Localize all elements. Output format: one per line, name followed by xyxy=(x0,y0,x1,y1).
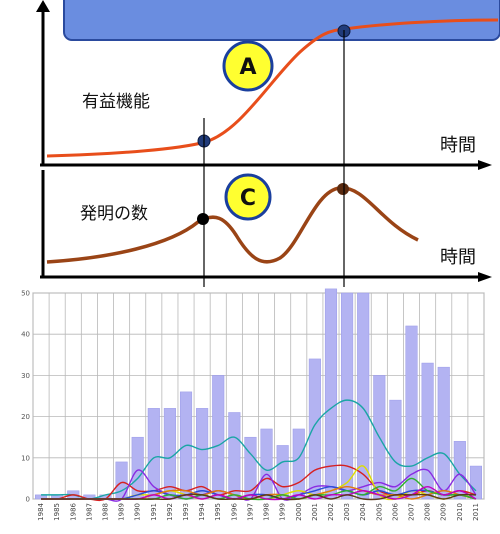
x-tick-label: 1997 xyxy=(246,503,254,521)
x-tick-label: 1987 xyxy=(85,503,93,521)
bar xyxy=(212,375,225,500)
marker-c xyxy=(224,173,272,221)
marker-a xyxy=(222,40,274,92)
curve-c-label: 発明の数 xyxy=(80,204,148,224)
bar xyxy=(228,412,241,500)
y-tick-label: 30 xyxy=(21,372,30,380)
marker-a-label: A xyxy=(239,55,256,80)
bar xyxy=(244,436,257,500)
x-tick-label: 2000 xyxy=(295,503,303,521)
bar xyxy=(324,288,338,500)
series-line xyxy=(41,399,477,500)
axis-a-arrow xyxy=(36,0,50,12)
series-line xyxy=(41,468,477,502)
x-tick-label: 1992 xyxy=(166,503,174,521)
point-c2 xyxy=(337,183,349,195)
x-tick-label: 2004 xyxy=(359,502,367,520)
x-tick-label: 1996 xyxy=(230,502,238,520)
y-tick-label: 40 xyxy=(21,331,30,339)
x-tick-label: 2011 xyxy=(472,503,480,521)
x-tick-label: 2010 xyxy=(456,503,464,521)
x-tick-label: 1989 xyxy=(118,503,126,521)
x-tick-label: 1990 xyxy=(134,503,142,521)
x-tick-label: 2009 xyxy=(440,503,448,521)
x-tick-label: 2005 xyxy=(375,503,383,521)
axis-a-harrow xyxy=(478,160,492,170)
x-tick-label: 2002 xyxy=(327,503,335,521)
x-tick-label: 1985 xyxy=(53,503,61,521)
bar xyxy=(405,325,418,500)
bar xyxy=(437,366,450,500)
axis-c-harrow xyxy=(478,272,492,282)
x-tick-label: 1986 xyxy=(69,502,77,520)
curve-c xyxy=(46,186,419,264)
y-tick-label: 50 xyxy=(21,290,30,298)
x-tick-label: 1984 xyxy=(37,502,45,520)
header-box xyxy=(63,0,500,41)
bar xyxy=(308,358,321,500)
x-tick-label: 1991 xyxy=(150,503,158,521)
x-axis-label-c: 時間 xyxy=(440,247,476,268)
x-tick-label: 2003 xyxy=(343,503,351,521)
x-tick-label: 1988 xyxy=(101,503,109,521)
x-tick-label: 2001 xyxy=(311,503,319,521)
bar xyxy=(341,292,354,500)
x-tick-label: 1999 xyxy=(279,503,287,521)
x-axis-label-a: 時間 xyxy=(440,135,476,156)
bar xyxy=(131,436,144,500)
bar xyxy=(163,408,176,500)
bar xyxy=(260,428,273,500)
bar-chart: 0 10 20 30 40 50 1984 1985 1986 1987 1988 1989 1990 1… xyxy=(21,288,485,521)
bar xyxy=(196,408,209,500)
bar xyxy=(147,408,160,500)
x-tick-label: 1993 xyxy=(182,503,190,521)
curve-a-label: 有益機能 xyxy=(82,92,150,112)
bar xyxy=(421,362,434,500)
x-tick-label: 2007 xyxy=(408,503,416,521)
x-tick-label: 2008 xyxy=(424,503,432,521)
x-tick-label: 2006 xyxy=(391,502,399,520)
x-tick-label: 1998 xyxy=(263,503,271,521)
marker-c-label: C xyxy=(240,186,256,211)
bar xyxy=(453,441,466,500)
bar xyxy=(276,445,289,500)
bar xyxy=(292,428,305,500)
point-c1 xyxy=(197,213,209,225)
x-tick-label: 1995 xyxy=(214,503,222,521)
y-tick-label: 0 xyxy=(26,496,30,504)
x-tick-label: 1994 xyxy=(198,502,206,520)
y-tick-label: 20 xyxy=(21,413,30,421)
series-line xyxy=(41,493,476,501)
curve-a xyxy=(46,18,499,158)
y-tick-label: 10 xyxy=(21,454,30,462)
